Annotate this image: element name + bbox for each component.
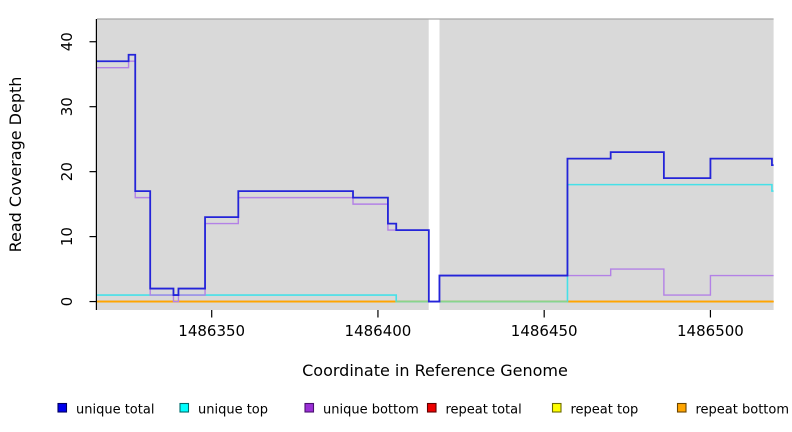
series-unique-bottom-line — [97, 60, 774, 303]
x-tick-label: 1486350 — [178, 322, 245, 340]
legend-swatch — [304, 402, 315, 413]
y-tick-label: 30 — [58, 97, 76, 116]
legend-label: unique top — [198, 403, 268, 418]
legend-label: repeat total — [446, 403, 522, 418]
legend-item-repeat-total: repeat total — [426, 402, 522, 418]
legend-label: repeat bottom — [696, 403, 790, 418]
legend: unique total unique top unique bottom repea… — [57, 402, 790, 418]
plot-bg-right — [439, 19, 774, 310]
plot-background — [97, 18, 774, 310]
y-tick-label: 20 — [58, 162, 76, 181]
x-tick-label: 1486450 — [511, 322, 578, 340]
legend-label: unique bottom — [323, 403, 419, 418]
y-tick-label: 0 — [58, 297, 76, 307]
legend-item-repeat-bottom: repeat bottom — [676, 402, 790, 418]
legend-item-unique-top: unique top — [179, 402, 268, 418]
x-tick-label: 1486400 — [345, 322, 412, 340]
legend-swatch — [179, 402, 190, 413]
legend-swatch — [426, 402, 437, 413]
series-lines — [97, 53, 774, 303]
y-axis-label: Read Coverage Depth — [6, 77, 25, 253]
y-tick-label: 10 — [58, 227, 76, 246]
x-axis-label: Coordinate in Reference Genome — [302, 361, 568, 380]
legend-item-unique-bottom: unique bottom — [304, 402, 419, 418]
legend-swatch — [676, 402, 687, 413]
x-tick-label: 1486500 — [677, 322, 744, 340]
legend-item-unique-total: unique total — [57, 402, 154, 418]
legend-swatch — [57, 402, 68, 413]
legend-swatch — [551, 402, 562, 413]
axes: 0 10 20 30 40 1486350 1486400 1486450 1486500 — [58, 19, 744, 340]
series-unique-total-line — [97, 53, 774, 303]
legend-label: repeat top — [571, 403, 639, 418]
y-tick-label: 40 — [58, 32, 76, 51]
plot-bg-left — [97, 19, 429, 310]
legend-item-repeat-top: repeat top — [551, 402, 639, 418]
no-data-gap — [428, 19, 440, 310]
legend-label: unique total — [76, 403, 154, 418]
